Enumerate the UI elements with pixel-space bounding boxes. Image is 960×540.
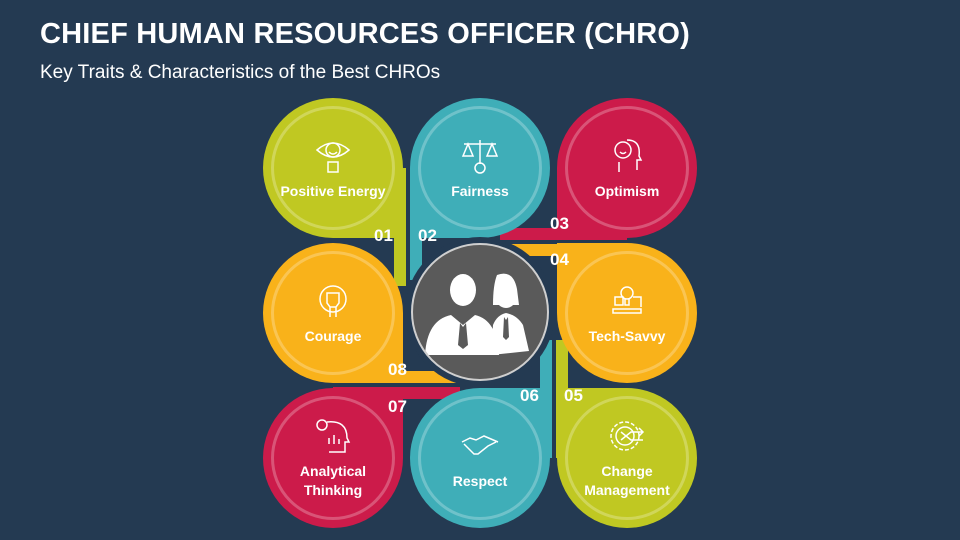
- trait-number: 03: [550, 214, 569, 233]
- handshake-icon: [461, 434, 499, 455]
- gear-arrows-icon: [610, 421, 645, 451]
- trait-tech-savvy: Tech-Savvy: [557, 243, 697, 383]
- slide-title: CHIEF HUMAN RESOURCES OFFICER (CHRO): [40, 18, 691, 50]
- trait-label: Respect: [452, 472, 508, 489]
- trait-respect: Respect: [410, 388, 550, 528]
- trait-optimism: Optimism: [557, 98, 697, 238]
- trait-number: 01: [374, 226, 393, 245]
- trait-positive-energy: Positive Energy: [263, 98, 403, 238]
- trait-change-management: Change Management: [557, 388, 697, 528]
- trait-fairness: Fairness: [410, 98, 550, 238]
- trait-number: 06: [520, 386, 539, 405]
- raised-fist-icon: [319, 284, 347, 317]
- analytics-head-icon: [316, 419, 351, 453]
- trait-label: Tech-Savvy: [588, 327, 666, 344]
- trait-label: Fairness: [451, 182, 509, 199]
- trait-label: Positive Energy: [280, 182, 386, 199]
- trait-label: Courage: [304, 327, 362, 344]
- center-circle: [405, 237, 555, 387]
- trait-label: Analytical Thinking: [299, 463, 367, 498]
- business-people-icon: [425, 273, 529, 355]
- positive-mind-eye-icon: [315, 141, 351, 173]
- trait-number: 05: [564, 386, 583, 405]
- tech-lightbulb-laptop-icon: [612, 285, 642, 314]
- slide-subtitle: Key Traits & Characteristics of the Best…: [40, 62, 441, 83]
- trait-courage: Courage: [263, 243, 403, 383]
- trait-label: Optimism: [594, 182, 660, 199]
- justice-scales-icon: [461, 139, 499, 174]
- trait-analytical-thinking: Analytical Thinking: [263, 388, 403, 528]
- trait-label: Change Management: [584, 463, 670, 498]
- trait-number: 07: [388, 397, 407, 416]
- trait-number: 08: [388, 360, 407, 379]
- smiling-head-icon: [614, 138, 643, 172]
- trait-number: 02: [418, 226, 437, 245]
- trait-number: 04: [550, 250, 569, 269]
